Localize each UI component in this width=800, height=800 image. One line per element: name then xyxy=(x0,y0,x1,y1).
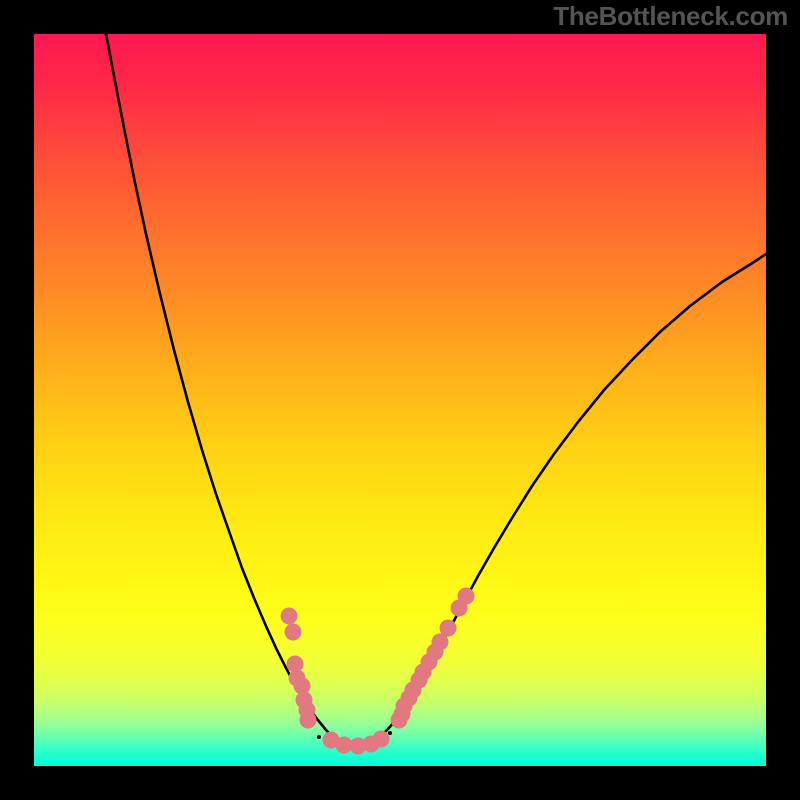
valley-dot xyxy=(388,731,392,735)
data-marker xyxy=(285,624,302,641)
data-marker xyxy=(373,731,390,748)
valley-dot xyxy=(317,735,321,739)
data-marker xyxy=(281,608,298,625)
watermark-text: TheBottleneck.com xyxy=(553,1,788,32)
chart-svg xyxy=(34,34,766,766)
data-marker xyxy=(300,712,317,729)
data-marker xyxy=(440,620,457,637)
data-marker xyxy=(458,588,475,605)
curve-segment xyxy=(106,34,358,746)
plot-area xyxy=(34,34,766,766)
